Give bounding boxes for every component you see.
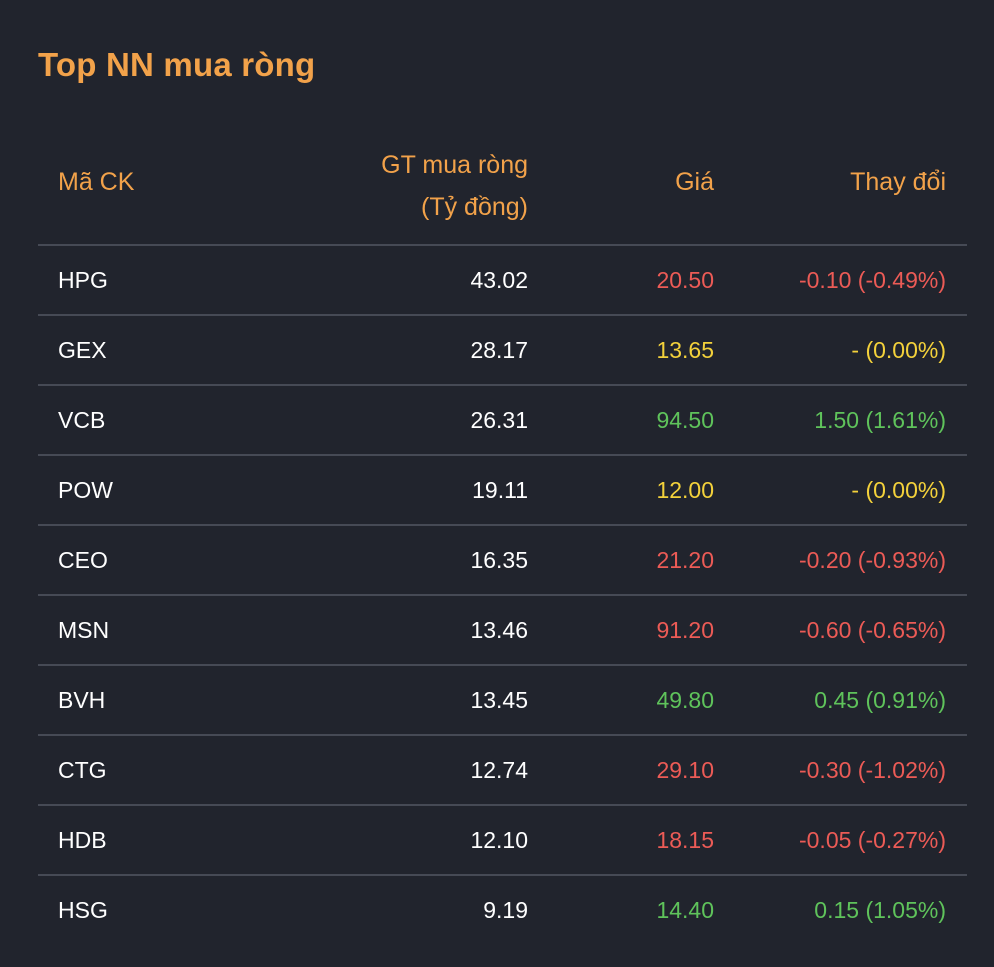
net-buy-value: 12.74 — [470, 757, 528, 783]
column-header-value-line2: (Tỷ đồng) — [421, 193, 528, 221]
price-change: 0.45 (0.91%) — [814, 687, 946, 713]
stock-code[interactable]: POW — [58, 477, 113, 503]
stock-code[interactable]: HSG — [58, 897, 108, 923]
price-change: -0.20 (-0.93%) — [798, 547, 946, 573]
stock-code[interactable]: HPG — [58, 267, 108, 293]
stock-code[interactable]: VCB — [58, 407, 106, 433]
net-buy-value: 9.19 — [483, 897, 528, 923]
stock-price: 18.15 — [656, 827, 714, 853]
table-row-hpg[interactable]: HPG 43.02 20.50 -0.10 (-0.49%) — [38, 246, 967, 316]
column-header-value[interactable]: GT mua ròng (Tỷ đồng) — [381, 144, 528, 228]
net-buy-value: 28.17 — [470, 337, 528, 363]
stock-price: 91.20 — [656, 617, 714, 643]
table-header: Mã CK GT mua ròng (Tỷ đồng) Giá Thay đổi — [38, 140, 967, 246]
net-buy-value: 43.02 — [470, 267, 528, 293]
price-change: 0.15 (1.05%) — [814, 897, 946, 923]
column-header-value-line1: GT mua ròng — [381, 151, 528, 179]
table-body: HPG 43.02 20.50 -0.10 (-0.49%) GEX 28.17… — [38, 246, 967, 944]
net-buy-value: 13.46 — [470, 617, 528, 643]
stock-price: 14.40 — [656, 897, 714, 923]
net-buy-value: 26.31 — [470, 407, 528, 433]
stock-code[interactable]: CEO — [58, 547, 108, 573]
table-row-bvh[interactable]: BVH 13.45 49.80 0.45 (0.91%) — [38, 666, 967, 736]
column-header-change[interactable]: Thay đổi — [850, 168, 946, 196]
table-row-ceo[interactable]: CEO 16.35 21.20 -0.20 (-0.93%) — [38, 526, 967, 596]
stock-price: 12.00 — [656, 477, 714, 503]
stock-code[interactable]: CTG — [58, 757, 107, 783]
stock-price: 49.80 — [656, 687, 714, 713]
stock-code[interactable]: MSN — [58, 617, 110, 643]
stock-price: 94.50 — [656, 407, 714, 433]
table-row-ctg[interactable]: CTG 12.74 29.10 -0.30 (-1.02%) — [38, 736, 967, 806]
price-change: -0.30 (-1.02%) — [798, 757, 946, 783]
table-row-hsg[interactable]: HSG 9.19 14.40 0.15 (1.05%) — [38, 876, 967, 944]
price-change: - (0.00%) — [851, 477, 946, 503]
panel-title: Top NN mua ròng — [38, 46, 316, 83]
table-row-gex[interactable]: GEX 28.17 13.65 - (0.00%) — [38, 316, 967, 386]
stock-price: 13.65 — [656, 337, 714, 363]
price-change: -0.60 (-0.65%) — [798, 617, 946, 643]
stock-price: 29.10 — [656, 757, 714, 783]
table-row-vcb[interactable]: VCB 26.31 94.50 1.50 (1.61%) — [38, 386, 967, 456]
price-change: -0.10 (-0.49%) — [798, 267, 946, 293]
column-header-price[interactable]: Giá — [675, 168, 714, 196]
price-change: - (0.00%) — [851, 337, 946, 363]
table-row-msn[interactable]: MSN 13.46 91.20 -0.60 (-0.65%) — [38, 596, 967, 666]
net-buy-table: Mã CK GT mua ròng (Tỷ đồng) Giá Thay đổi… — [38, 140, 967, 944]
net-buy-value: 16.35 — [470, 547, 528, 573]
stock-price: 20.50 — [656, 267, 714, 293]
net-buy-value: 19.11 — [472, 477, 528, 503]
column-header-code[interactable]: Mã CK — [58, 168, 135, 196]
net-buy-value: 13.45 — [470, 687, 528, 713]
net-buy-value: 12.10 — [470, 827, 528, 853]
table-row-hdb[interactable]: HDB 12.10 18.15 -0.05 (-0.27%) — [38, 806, 967, 876]
stock-code[interactable]: HDB — [58, 827, 107, 853]
price-change: -0.05 (-0.27%) — [798, 827, 946, 853]
stock-code[interactable]: BVH — [58, 687, 106, 713]
stock-code[interactable]: GEX — [58, 337, 107, 363]
table-row-pow[interactable]: POW 19.11 12.00 - (0.00%) — [38, 456, 967, 526]
stock-price: 21.20 — [656, 547, 714, 573]
price-change: 1.50 (1.61%) — [814, 407, 946, 433]
